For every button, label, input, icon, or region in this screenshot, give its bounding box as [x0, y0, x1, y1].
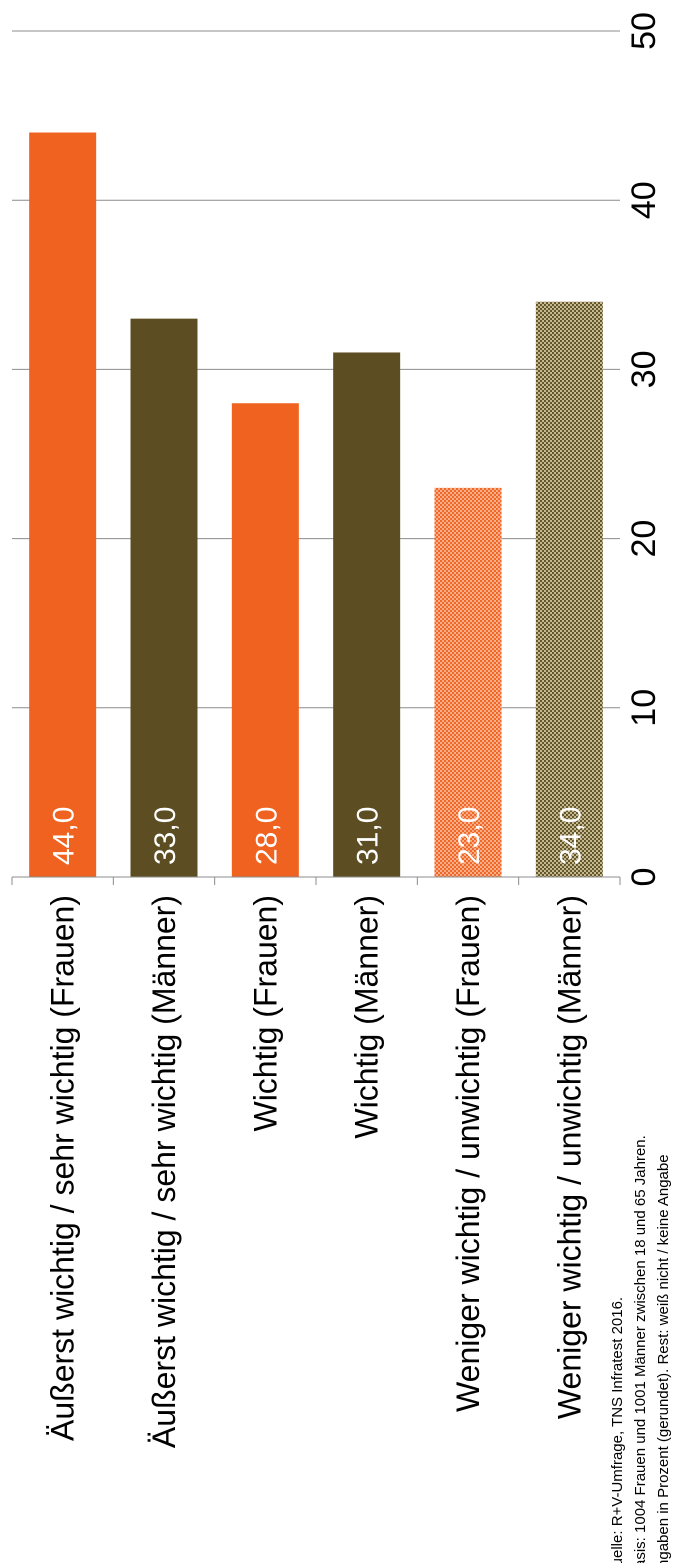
- category-axis: [11, 876, 621, 885]
- bars: [29, 132, 603, 878]
- gridlines: [12, 30, 620, 709]
- category-label: Weniger wichtig / unwichtig (Männer): [551, 895, 587, 1419]
- source-note: Quelle: R+V-Umfrage, TNS Infratest 2016.: [609, 1297, 626, 1563]
- labels: 0 10 20 30 40 50 44,0 Äußerst wichtig / sehr wi…: [45, 12, 672, 1563]
- source-note: Angaben in Prozent (gerundet). Rest: wei…: [655, 1154, 672, 1563]
- category-label: Äußerst wichtig / sehr wichtig (Männer): [146, 895, 182, 1448]
- value-tick-label: 30: [625, 350, 663, 388]
- value-tick-label: 10: [625, 689, 663, 727]
- category-label: Wichtig (Männer): [349, 895, 385, 1139]
- bar: [535, 301, 603, 878]
- bar: [333, 352, 401, 878]
- value-tick-label: 20: [625, 520, 663, 558]
- bar: [29, 132, 97, 877]
- data-label: 28,0: [250, 807, 283, 865]
- source-note: Basis: 1004 Frauen und 1001 Männer zwisc…: [632, 1135, 649, 1563]
- category-label: Äußerst wichtig / sehr wichtig (Frauen): [45, 895, 81, 1441]
- value-tick-label: 40: [625, 181, 663, 219]
- value-tick-label: 50: [625, 12, 663, 50]
- category-label: Wichtig (Frauen): [247, 895, 283, 1132]
- data-label: 31,0: [352, 807, 385, 865]
- bar: [434, 487, 502, 877]
- value-tick-label: 0: [625, 868, 663, 887]
- data-label: 33,0: [149, 807, 182, 865]
- bar: [231, 403, 299, 877]
- data-label: 23,0: [453, 807, 486, 865]
- bar: [130, 318, 198, 877]
- data-label: 34,0: [554, 807, 587, 865]
- category-label: Weniger wichtig / unwichtig (Frauen): [450, 895, 486, 1412]
- data-label: 44,0: [48, 807, 81, 865]
